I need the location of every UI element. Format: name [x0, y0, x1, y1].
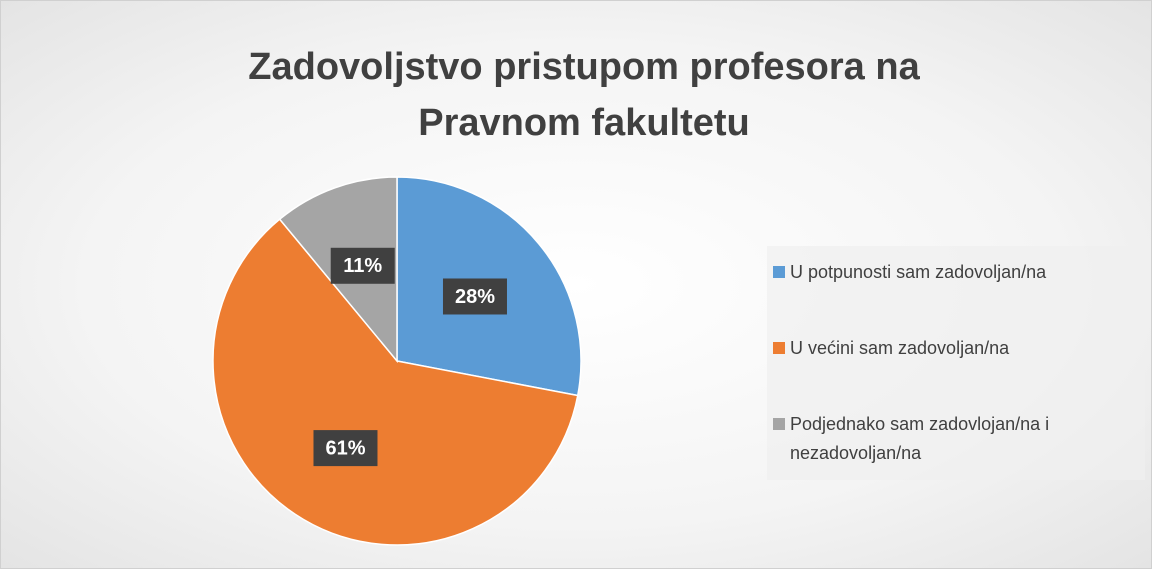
legend-label: U većini sam zadovoljan/na: [790, 338, 1010, 358]
legend-entry: U potpunosti sam zadovoljan/na: [773, 258, 1139, 287]
legend-swatch: [773, 342, 785, 354]
data-label: 61%: [325, 437, 365, 459]
data-label: 28%: [455, 286, 495, 308]
data-label-box: [313, 430, 378, 467]
legend-label: Podjednako sam zadovlojan/na i nezadovol…: [790, 414, 1050, 463]
legend-swatch: [773, 266, 785, 278]
data-label-box: [442, 278, 507, 315]
legend-swatch: [773, 418, 785, 430]
pie-slice: [212, 218, 579, 546]
data-label-box: [330, 247, 395, 284]
chart-title: Zadovoljstvo pristupom profesora na Prav…: [248, 46, 920, 144]
legend-label: U potpunosti sam zadovoljan/na: [790, 262, 1047, 282]
data-label: 11%: [343, 255, 382, 277]
legend: U potpunosti sam zadovoljan/na U većini s…: [767, 246, 1145, 480]
legend-entry: Podjednako sam zadovlojan/na i nezadovol…: [773, 410, 1139, 468]
legend-entry: U većini sam zadovoljan/na: [773, 334, 1139, 363]
